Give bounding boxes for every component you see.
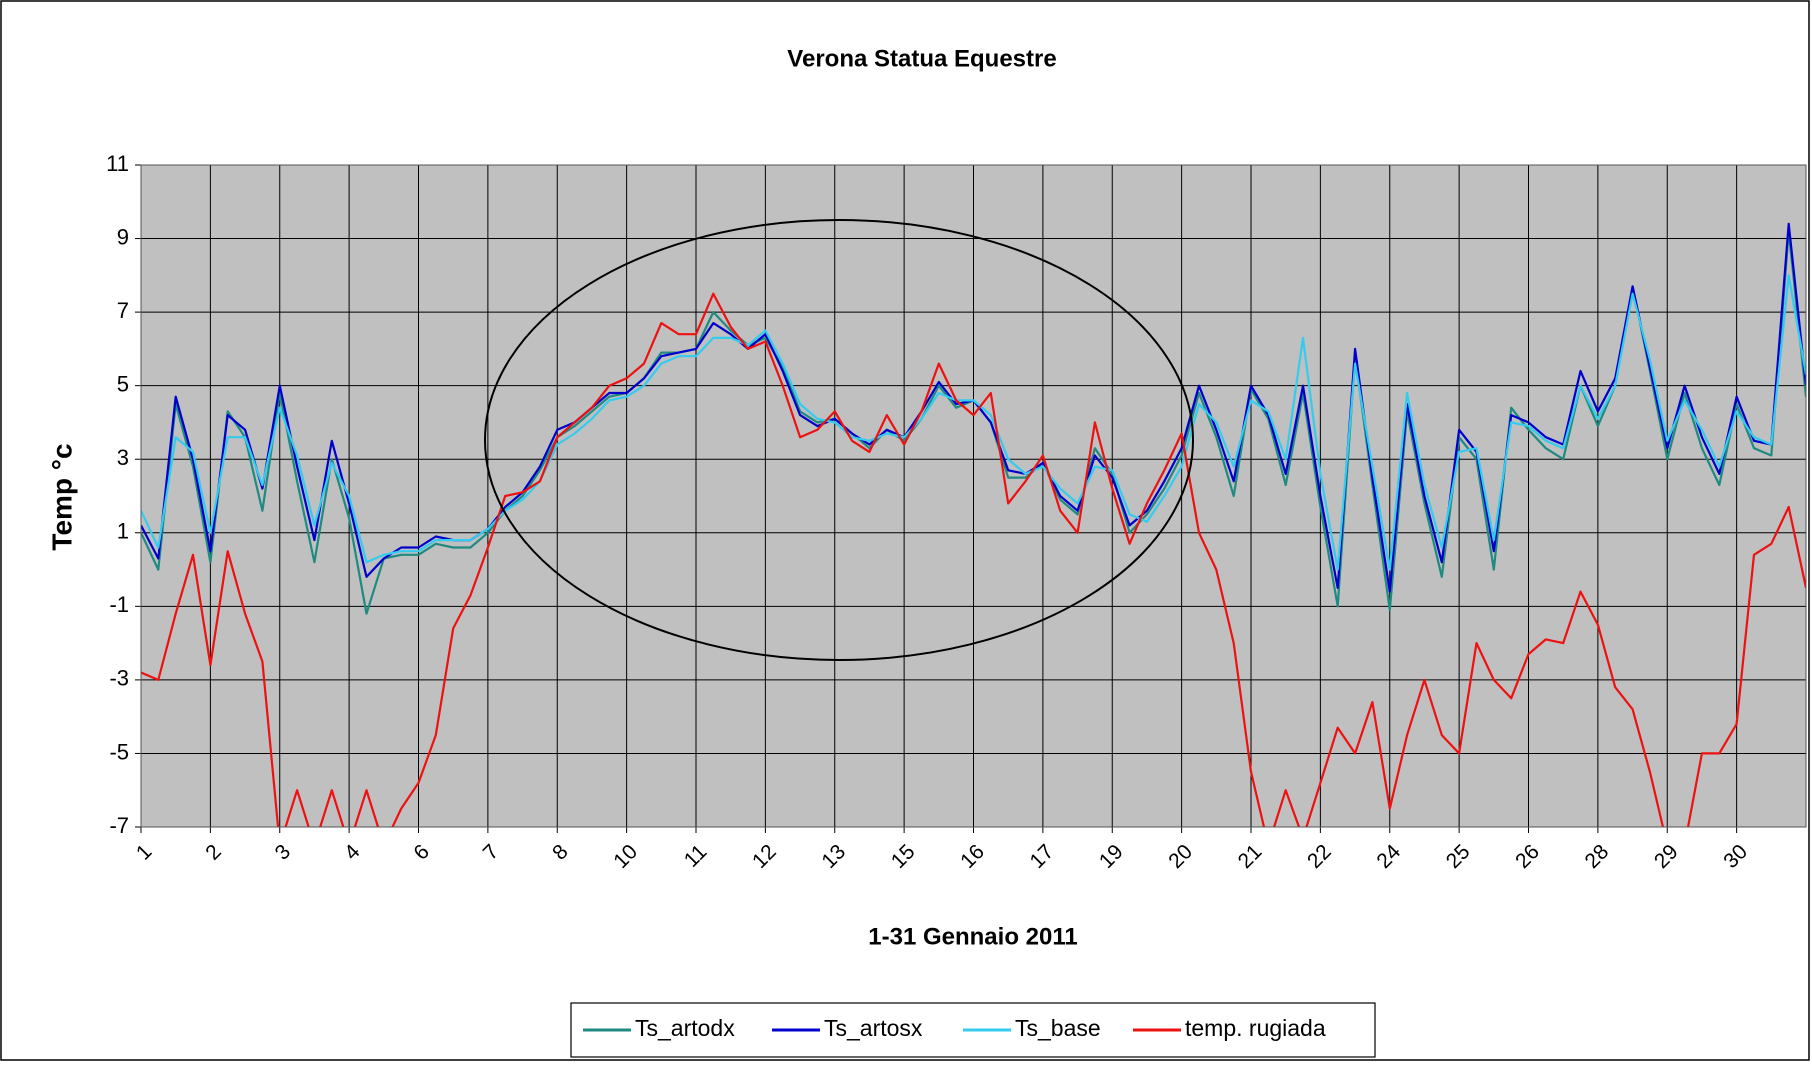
highlight-ellipse xyxy=(484,219,1194,661)
y-tick-label: 11 xyxy=(106,151,129,176)
legend-label: Ts_artosx xyxy=(824,1015,923,1041)
y-tick-label: -3 xyxy=(109,666,129,691)
x-axis-title: 1-31 Gennaio 2011 xyxy=(868,923,1077,950)
y-tick-label: -5 xyxy=(109,739,129,764)
plot-border xyxy=(140,164,1807,828)
y-tick-label: 3 xyxy=(117,445,129,470)
y-tick-label: 5 xyxy=(117,371,129,396)
series-line xyxy=(141,292,1806,827)
y-tick-label: 1 xyxy=(117,519,129,544)
y-tick-label: 9 xyxy=(117,224,129,249)
legend-label: Ts_artodx xyxy=(635,1015,735,1041)
y-axis-title: Temp °c xyxy=(46,443,77,550)
legend-label: temp. rugiada xyxy=(1185,1015,1326,1041)
y-tick-label: 7 xyxy=(117,298,129,323)
chart-title: Verona Statua Equestre xyxy=(787,45,1056,72)
y-tick-label: -7 xyxy=(109,813,129,838)
y-tick-label: -1 xyxy=(109,592,129,617)
legend-label: Ts_base xyxy=(1015,1015,1101,1041)
legend-box xyxy=(570,1002,1376,1058)
series-line xyxy=(141,274,1806,571)
